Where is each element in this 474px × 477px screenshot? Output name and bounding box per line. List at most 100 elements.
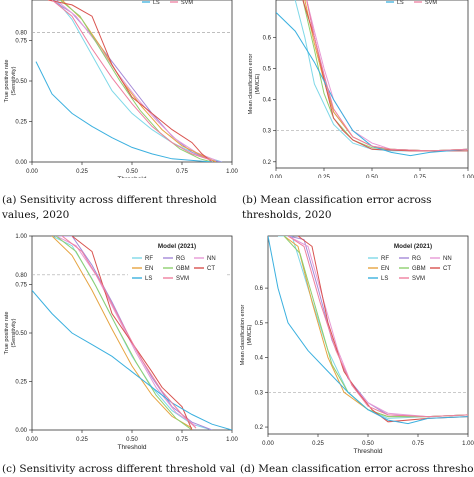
y-tick-label: 0.80 [15,30,27,36]
y-axis-title-line2: (Sensitivity) [11,66,17,95]
legend-label-svm: SVM [412,276,425,282]
y-tick-label: 0.4 [255,356,264,362]
series-line-en [61,0,217,162]
legend-label-svm: SVM [176,276,189,282]
chart-a: 0.00 0.25 0.50 0.75 1.00 Threshold 0.00 0.25 0.5… [4,0,238,178]
y-tick-label: 0.6 [263,35,272,41]
legend-label-rf: RF [145,256,153,262]
y-tick-label: 0.2 [255,425,264,431]
y-tick-label: 0.5 [255,321,264,327]
chart-b: 0.000.250.500.751.00Threshold0.20.30.40.… [248,0,474,178]
legend-label-rf: RF [381,256,389,262]
legend-title: Model (2021) [158,243,196,250]
series-line-ls [32,289,232,430]
y-axis-title: Mean classification error (MMCE) [248,54,261,115]
x-tick-label: 0.00 [26,437,38,443]
x-tick-label: 0.25 [312,441,324,447]
y-tick-label: 0.00 [15,160,27,166]
x-tick-label: 0.75 [176,437,188,443]
x-tick-label: 0.75 [176,169,188,175]
y-axis-title-line1: Mean classification error [248,54,254,115]
y-axis-title-line1: Mean classification error [240,305,246,366]
x-tick-label: 1.00 [462,175,474,178]
x-tick-label: 0.50 [366,175,378,178]
legend-label-rg: RG [176,256,185,262]
y-tick-label: 0.3 [255,390,264,396]
x-tick-label: 0.50 [362,441,374,447]
x-tick-label: 0.25 [76,169,88,175]
series-line-ct [297,236,468,423]
y-tick-label: 1.00 [15,234,27,240]
chart-d: 0.00 0.25 0.50 0.75 1.00 Threshold 0.2 0.3 0.4 0.… [240,235,474,455]
y-tick-label: 0.3 [263,129,272,135]
legend-box [128,238,226,288]
y-tick-label: 0.00 [15,428,27,434]
y-tick-label: 0.25 [15,120,27,126]
x-axis-title: Threshold [118,176,147,178]
x-axis-title: Threshold [354,448,383,455]
chart-panel-c: 0.00 0.25 0.50 0.75 1.00 Threshold 0.00 0.25 0.5… [0,228,238,460]
legend-label-ls: LS [153,0,160,6]
chart-panel-d: 0.00 0.25 0.50 0.75 1.00 Threshold 0.2 0.3 0.4 0.… [238,228,474,460]
y-axis-title-line1: True positive rate [4,59,10,102]
y-tick-label: 0.5 [263,66,272,72]
legend-box [364,238,462,288]
series-line-gbm [59,0,213,162]
legend-label-gbm: GBM [176,266,190,272]
series-line-svm [51,0,213,161]
y-tick-label: 0.4 [263,98,272,104]
legend-label-en: EN [381,266,389,272]
y-tick-label: 0.2 [263,160,272,166]
legend-label-svm: SVM [425,0,437,6]
x-tick-label: 0.00 [262,441,274,447]
series-line-nn [55,236,197,427]
x-axis-title: Threshold [118,444,147,451]
legend-label-nn: NN [207,256,216,262]
y-axis-title: True positive rate (Sensitivity) [4,311,17,354]
legend-label-ct: CT [207,266,215,272]
y-tick-label: 0.25 [15,380,27,386]
chart-c: 0.00 0.25 0.50 0.75 1.00 Threshold 0.00 0.25 0.5… [4,234,238,451]
series-line-ls [35,61,213,162]
y-tick-label: 0.75 [15,39,27,45]
legend-label-ls: LS [397,0,404,6]
caption-b: (b) Mean classification error across thr… [242,194,432,221]
series-line-svm [287,236,468,418]
x-tick-label: 0.50 [126,437,138,443]
series-line-svm [306,0,468,152]
series-line-gbm [55,236,193,430]
series-line-ct [71,236,193,430]
series-line-ct [47,0,213,162]
plot-frame [31,0,233,163]
series-line-en [51,236,193,429]
y-axis-title-line1: True positive rate [4,311,10,354]
x-tick-label: 1.00 [462,441,474,447]
x-tick-label: 0.00 [270,175,282,178]
legend-label-nn: NN [443,256,452,262]
y-tick-label: 0.75 [15,283,27,289]
y-tick-label: 0.50 [15,79,27,85]
legend-label-ls: LS [381,276,388,282]
caption-d: (d) Mean classification error across thr… [240,463,474,475]
caption-c: (c) Sensitivity across different thresho… [2,463,236,475]
y-axis-title-line2: (MMCE) [255,73,261,94]
plot-frame [275,0,469,169]
legend-label-ls: LS [145,276,152,282]
y-tick-label: 0.6 [255,286,264,292]
series-line-ls [276,12,468,157]
x-tick-label: 0.00 [26,169,38,175]
x-tick-label: 0.75 [414,175,426,178]
x-tick-label: 0.50 [126,169,138,175]
series-line-ls [268,236,468,425]
x-tick-label: 0.75 [412,441,424,447]
y-axis-title-line2: (MMCE) [247,324,253,345]
legend-label-en: EN [145,266,153,272]
legend-label-gbm: GBM [412,266,426,272]
legend-label-rg: RG [412,256,421,262]
y-axis-title-line2: (Sensitivity) [11,318,17,347]
legend-label-svm: SVM [181,0,193,6]
caption-a: (a) Sensitivity across different thresho… [2,194,217,221]
x-tick-label: 1.00 [226,437,238,443]
chart-panel-b: 0.000.250.500.751.00Threshold0.20.30.40.… [238,0,474,178]
y-tick-label: 0.50 [15,331,27,337]
